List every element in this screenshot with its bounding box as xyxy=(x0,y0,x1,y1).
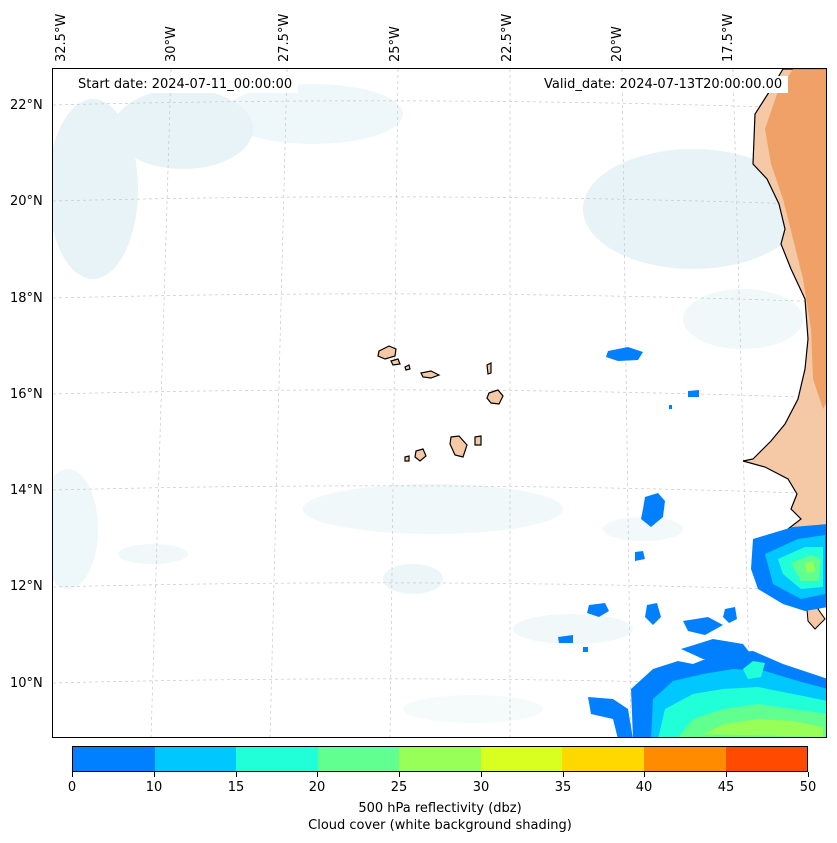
cape-verde-islands xyxy=(377,345,504,462)
colorbar-segment-2 xyxy=(236,747,318,771)
colorbar-segment-4 xyxy=(399,747,481,771)
lat-label-14n: 14°N xyxy=(10,483,43,498)
colorbar-tick-7 xyxy=(644,772,645,777)
colorbar-label-line2: Cloud cover (white background shading) xyxy=(308,818,572,833)
colorbar-tick-4 xyxy=(399,772,400,777)
colorbar xyxy=(72,746,808,772)
lat-label-12n: 12°N xyxy=(10,579,43,594)
lon-label-25w: 25°W xyxy=(388,26,403,62)
colorbar-segment-0 xyxy=(73,747,155,771)
gridlines xyxy=(53,69,826,737)
lon-label-30w: 30°W xyxy=(164,26,179,62)
colorbar-tick-0 xyxy=(72,772,73,777)
map-canvas xyxy=(53,69,826,737)
colorbar-tick-label-7: 40 xyxy=(635,780,653,795)
lon-label-17-5w: 17.5°W xyxy=(721,13,736,62)
lat-label-18n: 18°N xyxy=(10,291,43,306)
colorbar-tick-8 xyxy=(726,772,727,777)
lat-label-16n: 16°N xyxy=(10,387,43,402)
lon-label-22-5w: 22.5°W xyxy=(500,13,515,62)
colorbar-tick-label-5: 30 xyxy=(472,780,490,795)
colorbar-tick-label-6: 35 xyxy=(554,780,572,795)
map-frame xyxy=(52,68,827,738)
lat-label-22n: 22°N xyxy=(10,98,43,113)
colorbar-tick-label-8: 45 xyxy=(717,780,735,795)
colorbar-segment-3 xyxy=(317,747,400,771)
colorbar-tick-label-2: 15 xyxy=(227,780,245,795)
colorbar-segment-7 xyxy=(643,747,726,771)
colorbar-tick-3 xyxy=(317,772,318,777)
colorbar-tick-6 xyxy=(563,772,564,777)
lon-label-27-5w: 27.5°W xyxy=(277,13,292,62)
lat-label-20n: 20°N xyxy=(10,194,43,209)
colorbar-tick-5 xyxy=(481,772,482,777)
start-date-label: Start date: 2024-07-11_00:00:00 xyxy=(72,76,299,93)
cloud-cover-shading xyxy=(53,84,803,737)
colorbar-tick-label-0: 0 xyxy=(67,780,77,795)
colorbar-tick-label-4: 25 xyxy=(390,780,408,795)
colorbar-tick-label-1: 10 xyxy=(145,780,163,795)
colorbar-segment-1 xyxy=(154,747,237,771)
valid-date-label: Valid_date: 2024-07-13T20:00:00.00 xyxy=(538,76,789,93)
colorbar-segment-5 xyxy=(480,747,563,771)
colorbar-tick-2 xyxy=(236,772,237,777)
lon-label-32-5w: 32.5°W xyxy=(54,13,69,62)
colorbar-tick-label-9: 50 xyxy=(799,780,817,795)
reflectivity-contours xyxy=(558,347,826,737)
lat-label-10n: 10°N xyxy=(10,676,43,691)
colorbar-label-line1: 500 hPa reflectivity (dbz) xyxy=(358,801,522,816)
colorbar-tick-9 xyxy=(808,772,809,777)
colorbar-segment-8 xyxy=(725,747,808,771)
colorbar-tick-label-3: 20 xyxy=(308,780,326,795)
colorbar-tick-1 xyxy=(154,772,155,777)
lon-label-20w: 20°W xyxy=(610,26,625,62)
colorbar-segment-6 xyxy=(562,747,644,771)
